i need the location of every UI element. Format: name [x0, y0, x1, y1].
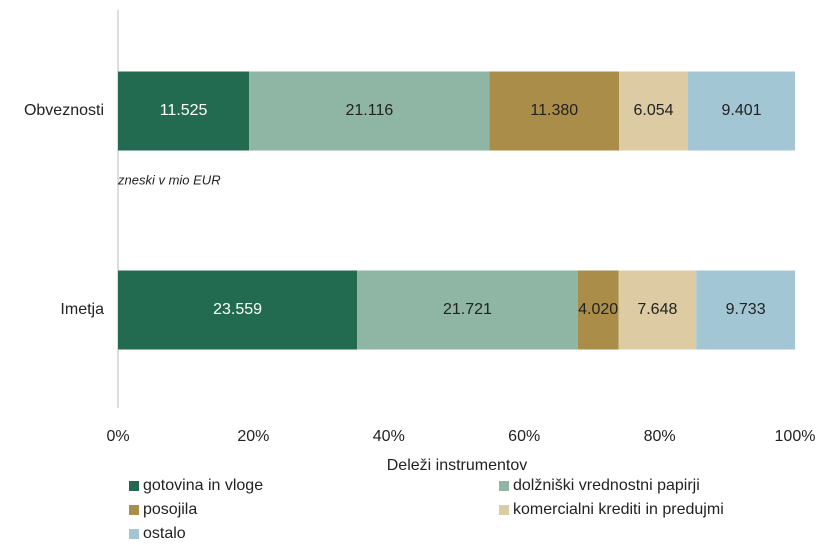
y-tick-label: Imetja	[60, 301, 104, 318]
legend-label: dolžniški vrednostni papirji	[513, 477, 700, 494]
data-label: 11.525	[160, 102, 208, 119]
legend-swatch	[499, 505, 509, 515]
legend-label: ostalo	[143, 525, 186, 542]
bar-segment	[687, 71, 795, 151]
legend-label: gotovina in vloge	[143, 477, 263, 494]
y-tick-label: Obveznosti	[24, 102, 104, 119]
legend-swatch	[129, 481, 139, 491]
bar-segment	[696, 270, 795, 350]
x-tick-label: 100%	[775, 428, 816, 445]
bar-segment	[577, 270, 619, 350]
data-label: 7.648	[637, 301, 677, 318]
data-label: 21.721	[443, 301, 492, 318]
data-label: 9.733	[726, 301, 766, 318]
x-tick-label: 0%	[106, 428, 129, 445]
legend-label: komercialni krediti in predujmi	[513, 501, 724, 518]
x-tick-label: 80%	[644, 428, 676, 445]
x-tick-label: 40%	[373, 428, 405, 445]
legend-swatch	[499, 481, 509, 491]
legend-label: posojila	[143, 501, 197, 518]
bar-segment	[357, 270, 578, 350]
data-label: 6.054	[634, 102, 674, 119]
bar-segment	[118, 270, 358, 350]
bar-segment	[249, 71, 490, 151]
x-tick-label: 20%	[237, 428, 269, 445]
bar-segment	[619, 71, 688, 151]
x-tick-label: 60%	[508, 428, 540, 445]
annotation: zneski v mio EUR	[117, 172, 221, 187]
data-label: 11.380	[530, 102, 578, 119]
legend-swatch	[129, 505, 139, 515]
legend-swatch	[129, 529, 139, 539]
x-axis-label: Deleži instrumentov	[387, 457, 528, 474]
data-label: 21.116	[345, 102, 393, 119]
bar-segment	[118, 71, 250, 151]
bar-segment	[618, 270, 697, 350]
data-label: 23.559	[213, 301, 262, 318]
data-label: 9.401	[721, 102, 761, 119]
bar-segment	[489, 71, 620, 151]
data-label: 4.020	[578, 301, 618, 318]
